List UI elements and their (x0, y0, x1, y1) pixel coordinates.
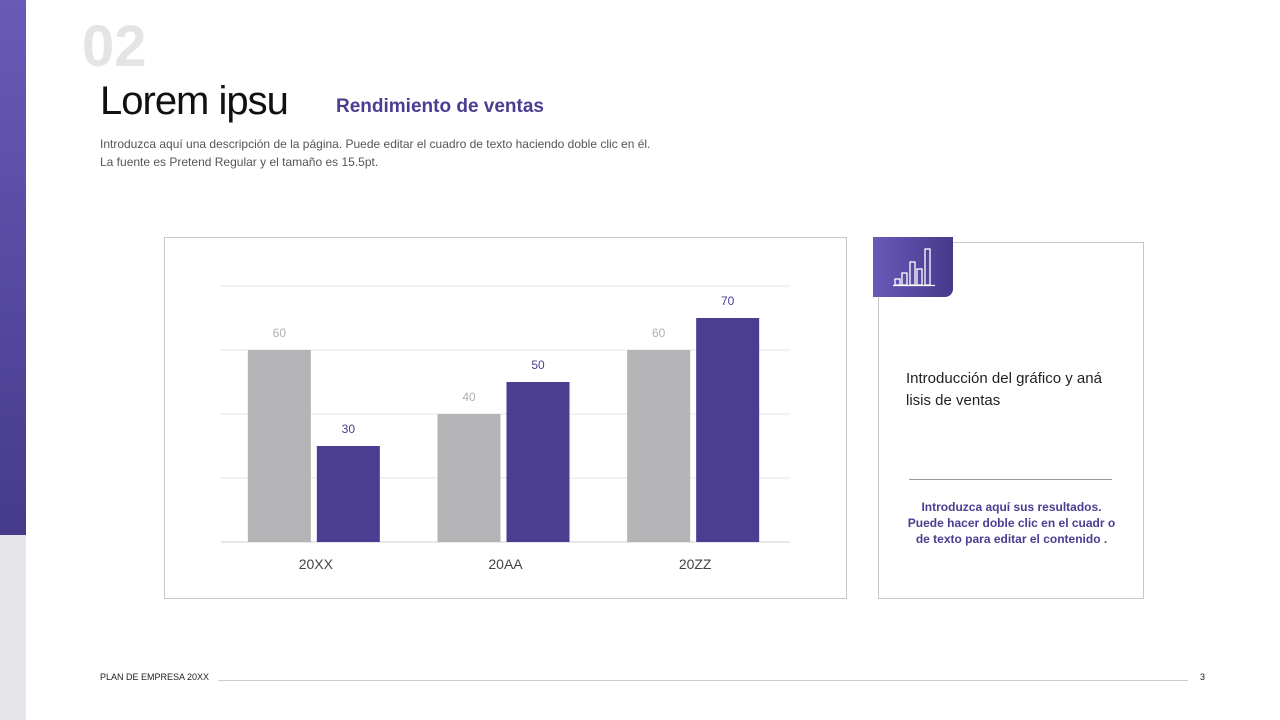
data-label: 60 (273, 326, 287, 340)
bar (316, 446, 380, 542)
summary-panel (878, 242, 1144, 599)
sidebar-accent-bottom (0, 535, 26, 720)
x-tick-label: 20ZZ (679, 556, 712, 572)
page-number: 3 (1200, 672, 1206, 682)
results-text: Introduzca aquí sus resultados. Puede ha… (907, 500, 1116, 546)
x-tick-label: 20AA (488, 556, 523, 572)
data-label: 70 (721, 294, 735, 308)
bar-chart-icon (893, 248, 935, 287)
bar (247, 350, 311, 542)
bar (696, 318, 760, 542)
page-title: Lorem ipsu (100, 79, 289, 123)
bar (506, 382, 570, 542)
divider (909, 479, 1112, 480)
section-number: 02 (82, 14, 147, 79)
footer-line (218, 680, 1188, 681)
chart-intro: Introducción del gráfico y aná lisis de … (906, 370, 1102, 409)
bar-chart: 60 30 20XX 40 50 20AA 60 70 20ZZ (221, 285, 790, 572)
bar (627, 350, 691, 542)
x-tick-label: 20XX (299, 556, 334, 572)
data-label: 50 (531, 358, 545, 372)
data-label: 40 (462, 390, 476, 404)
page-description: Introduzca aquí una descripción de la pá… (100, 135, 650, 171)
footer-label: PLAN DE EMPRESA 20XX (100, 672, 210, 682)
data-label: 60 (652, 326, 666, 340)
description-line: La fuente es Pretend Regular y el tamaño… (100, 155, 379, 169)
description-line: Introduzca aquí una descripción de la pá… (100, 137, 651, 151)
panel-tab (873, 237, 953, 297)
chart-box: 60 30 20XX 40 50 20AA 60 70 20ZZ (164, 237, 847, 599)
page-subtitle: Rendimiento de ventas (336, 96, 544, 117)
data-label: 30 (342, 422, 356, 436)
sidebar-accent (0, 0, 26, 535)
bar (437, 414, 501, 542)
